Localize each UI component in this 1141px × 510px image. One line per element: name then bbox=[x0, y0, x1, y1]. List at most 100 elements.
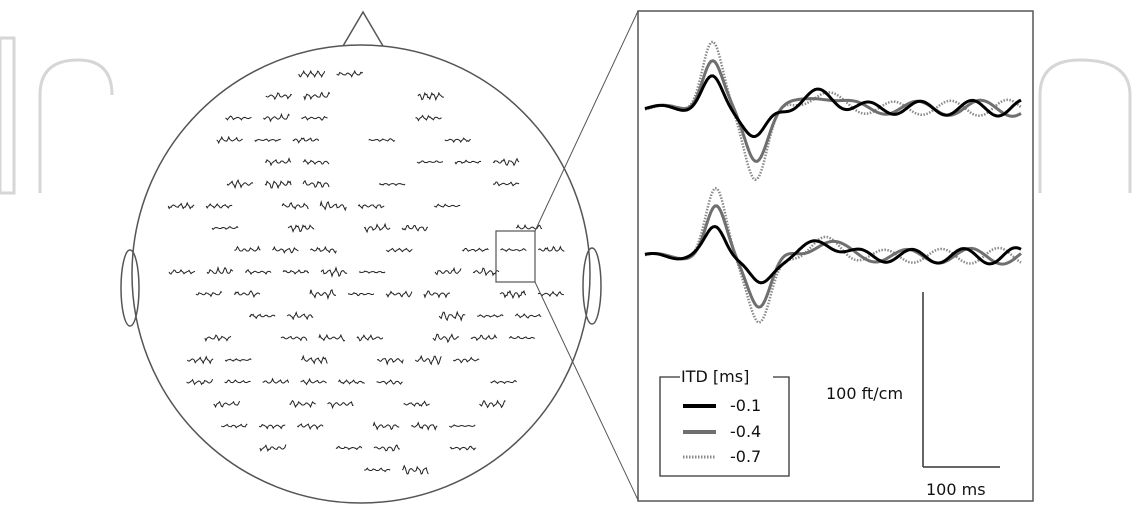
trace-itd-01 bbox=[644, 74, 1022, 138]
channel-trace bbox=[363, 222, 391, 234]
channel-trace bbox=[335, 445, 363, 451]
channel-trace bbox=[347, 291, 375, 297]
channel-trace bbox=[372, 421, 400, 431]
legend-label: -0.4 bbox=[730, 422, 761, 441]
channel-trace bbox=[386, 247, 413, 253]
channel-trace bbox=[401, 224, 429, 232]
channel-trace bbox=[248, 313, 276, 320]
channel-trace bbox=[309, 288, 337, 300]
channel-trace bbox=[515, 224, 543, 230]
channel-trace bbox=[205, 203, 233, 209]
channel-trace bbox=[452, 356, 480, 364]
channel-trace bbox=[244, 268, 272, 275]
channel-trace bbox=[472, 267, 500, 277]
legend-label: -0.7 bbox=[730, 447, 761, 466]
channel-trace bbox=[338, 379, 365, 385]
channel-trace bbox=[292, 137, 320, 144]
channel-trace bbox=[401, 464, 429, 475]
head-outline bbox=[131, 44, 591, 504]
amplitude-scale-label: 100 ft/cm bbox=[826, 384, 903, 403]
channel-trace bbox=[327, 401, 354, 410]
watermark-glyph bbox=[38, 58, 114, 193]
channel-trace bbox=[470, 333, 498, 342]
channel-trace bbox=[492, 157, 520, 167]
zoom-line-top bbox=[534, 10, 639, 232]
channel-trace bbox=[186, 355, 214, 365]
legend-title: ITD [ms] bbox=[681, 367, 749, 386]
channel-trace bbox=[479, 399, 506, 409]
channel-trace bbox=[433, 203, 461, 208]
right-ear-icon bbox=[582, 247, 602, 325]
channel-trace bbox=[224, 379, 251, 384]
channel-trace bbox=[373, 444, 400, 452]
channel-trace bbox=[357, 204, 385, 210]
channel-trace bbox=[432, 333, 459, 344]
channel-trace bbox=[302, 179, 330, 188]
channel-trace bbox=[417, 91, 444, 102]
channel-trace bbox=[272, 245, 299, 254]
channel-trace bbox=[368, 138, 396, 142]
channel-trace bbox=[259, 444, 287, 452]
channel-trace bbox=[186, 378, 214, 386]
channel-trace bbox=[216, 135, 243, 145]
channel-trace bbox=[258, 423, 286, 430]
zoomed-traces bbox=[644, 40, 1022, 324]
selected-channel-box[interactable] bbox=[495, 230, 536, 283]
channel-trace bbox=[282, 269, 310, 275]
channel-trace bbox=[336, 69, 364, 78]
trace-itd-04 bbox=[644, 204, 1022, 309]
channel-trace bbox=[280, 335, 308, 342]
channel-trace bbox=[500, 248, 527, 252]
channel-trace bbox=[444, 137, 471, 144]
legend: ITD [ms] -0.1 -0.4 -0.7 bbox=[659, 367, 790, 477]
channel-trace bbox=[195, 290, 223, 298]
channel-trace bbox=[411, 421, 438, 431]
channel-trace bbox=[438, 310, 466, 322]
channel-trace bbox=[376, 357, 404, 366]
channel-trace bbox=[254, 138, 281, 143]
channel-trace bbox=[296, 423, 324, 431]
zoom-line-bottom bbox=[534, 281, 639, 501]
channel-trace bbox=[298, 69, 326, 79]
channel-trace bbox=[289, 399, 316, 409]
channel-trace bbox=[300, 354, 328, 365]
channel-trace bbox=[265, 92, 293, 101]
head-map bbox=[120, 10, 639, 504]
channel-trace bbox=[415, 114, 442, 122]
channel-trace bbox=[376, 379, 403, 385]
channel-trace bbox=[320, 266, 348, 278]
channel-trace bbox=[358, 270, 386, 274]
channel-trace bbox=[264, 180, 292, 190]
channel-trace bbox=[378, 183, 406, 187]
left-ear-icon bbox=[120, 249, 140, 327]
channel-trace bbox=[263, 112, 290, 123]
legend-label: -0.1 bbox=[730, 396, 761, 415]
trace-itd-01 bbox=[644, 224, 1022, 285]
watermark-glyph bbox=[0, 36, 16, 195]
channel-trace bbox=[434, 266, 462, 276]
channel-trace bbox=[462, 247, 489, 252]
zoom-panel: 100 ft/cm 100 ms ITD [ms] -0.1 -0.4 -0.7 bbox=[637, 10, 1034, 502]
nose-icon bbox=[342, 10, 384, 47]
channel-trace bbox=[213, 400, 240, 409]
channel-trace bbox=[492, 181, 520, 187]
channel-trace bbox=[281, 201, 309, 210]
channel-trace bbox=[449, 445, 477, 451]
channel-trace bbox=[537, 290, 564, 297]
channel-trace bbox=[287, 224, 315, 233]
sensor-channels bbox=[167, 69, 565, 475]
channel-trace bbox=[302, 158, 330, 166]
trace-itd-07 bbox=[644, 40, 1022, 182]
channel-trace bbox=[303, 91, 331, 101]
channel-trace bbox=[233, 290, 261, 299]
channel-trace bbox=[262, 377, 290, 384]
channel-trace bbox=[300, 377, 327, 386]
channel-trace bbox=[403, 400, 430, 407]
channel-trace bbox=[226, 179, 254, 190]
channel-trace bbox=[477, 314, 504, 318]
channel-trace bbox=[499, 289, 527, 300]
channel-trace bbox=[264, 157, 292, 167]
channel-trace bbox=[448, 424, 476, 428]
